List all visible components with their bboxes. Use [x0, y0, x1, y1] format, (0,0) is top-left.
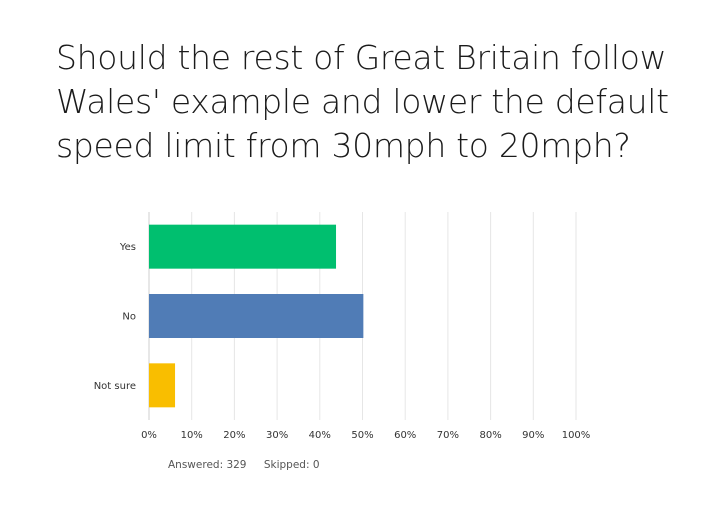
category-label: No	[122, 312, 136, 323]
x-tick-label: 40%	[309, 430, 331, 441]
bar-not-sure	[149, 363, 176, 408]
x-tick-label: 50%	[351, 430, 373, 441]
category-label: Yes	[119, 242, 136, 253]
x-tick-label: 80%	[479, 430, 501, 441]
bar-yes	[149, 224, 337, 269]
x-tick-label: 30%	[266, 430, 288, 441]
x-tick-label: 60%	[394, 430, 416, 441]
x-tick-label: 20%	[223, 430, 245, 441]
title-line-2: Wales' example and lower the default	[56, 82, 669, 121]
x-tick-label: 90%	[522, 430, 544, 441]
bar-no	[149, 294, 364, 338]
title-line-3: speed limit from 30mph to 20mph?	[56, 126, 631, 165]
x-tick-label: 10%	[181, 430, 203, 441]
answered-count: Answered: 329	[168, 459, 247, 471]
x-tick-label: 70%	[437, 430, 459, 441]
x-tick-label: 100%	[562, 430, 591, 441]
skipped-count: Skipped: 0	[263, 459, 320, 471]
title-line-1: Should the rest of Great Britain follow	[56, 38, 667, 77]
question-title: Should the rest of Great Britain follow …	[56, 36, 676, 168]
response-summary: Answered: 329 Skipped: 0	[168, 459, 334, 471]
category-label: Not sure	[94, 381, 136, 392]
x-tick-label: 0%	[141, 430, 157, 441]
